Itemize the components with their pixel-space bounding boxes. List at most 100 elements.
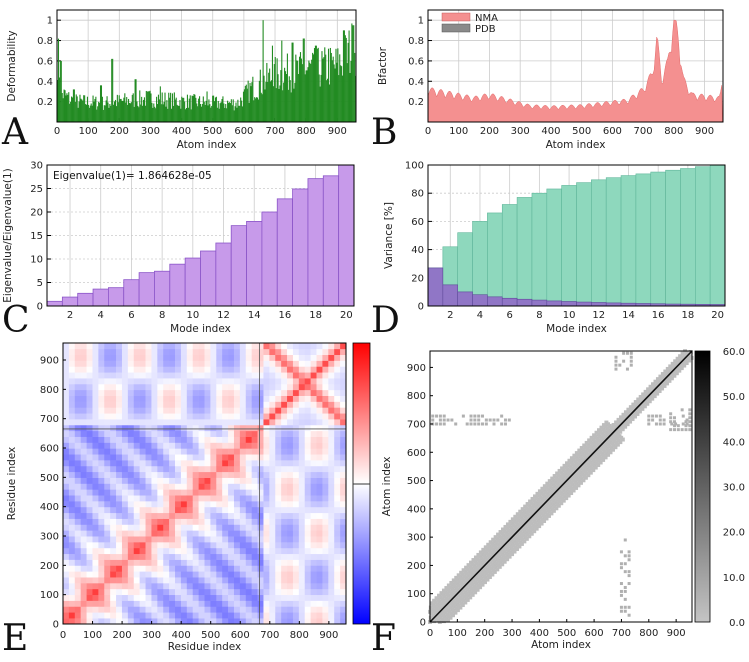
heatmap-cell xyxy=(263,430,270,437)
heatmap-cell xyxy=(133,436,140,443)
heatmap-cell xyxy=(210,506,217,514)
heatmap-cell xyxy=(216,477,223,484)
deformability-bar xyxy=(219,103,221,122)
heatmap-cell xyxy=(116,395,123,402)
deformability-bar xyxy=(111,58,113,122)
heatmap-cell xyxy=(233,577,241,584)
deformability-bar xyxy=(273,64,275,122)
heatmap-cell xyxy=(116,565,123,572)
heatmap-cell xyxy=(316,501,323,508)
heatmap-cell xyxy=(63,354,70,361)
heatmap-cell xyxy=(175,389,182,396)
heatmap-cell xyxy=(86,436,93,443)
heatmap-cell xyxy=(281,471,288,478)
heatmap-cell xyxy=(204,460,211,467)
heatmap-cell xyxy=(68,413,76,420)
contact-dot xyxy=(463,600,468,605)
heatmap-cell xyxy=(328,618,335,625)
heatmap-cell xyxy=(334,594,341,601)
heatmap-cell xyxy=(80,360,87,367)
heatmap-cell xyxy=(110,524,117,531)
heatmap-cell xyxy=(180,465,188,473)
heatmap-cell xyxy=(121,407,129,414)
heatmap-cell xyxy=(92,401,99,408)
heatmap-cell xyxy=(133,618,140,625)
heatmap-cell xyxy=(316,618,323,625)
heatmap-cell xyxy=(322,512,329,519)
contact-dot xyxy=(623,562,627,566)
heatmap-cell xyxy=(186,618,194,625)
heatmap-cell xyxy=(316,536,323,543)
heatmap-cell xyxy=(186,448,194,455)
heatmap-cell xyxy=(139,378,146,385)
heatmap-cell xyxy=(151,542,158,549)
heatmap-cell xyxy=(86,372,93,379)
heatmap-cell xyxy=(74,501,81,508)
deformability-bar xyxy=(158,99,160,122)
heatmap-cell xyxy=(269,483,276,490)
heatmap-cell xyxy=(151,588,158,596)
heatmap-cell xyxy=(322,378,329,385)
heatmap-cell xyxy=(292,571,300,578)
heatmap-cell xyxy=(257,588,264,596)
heatmap-cell xyxy=(275,378,282,385)
heatmap-cell xyxy=(139,477,146,484)
heatmap-cell xyxy=(92,495,99,502)
heatmap-cell xyxy=(192,454,199,461)
contact-dot xyxy=(503,418,507,422)
heatmap-cell xyxy=(216,413,223,420)
heatmap-cell xyxy=(145,600,152,607)
heatmap-cell xyxy=(192,442,199,449)
deformability-bar xyxy=(344,35,346,122)
deformability-bar xyxy=(175,97,177,122)
contact-dot xyxy=(469,414,473,418)
heatmap-cell xyxy=(139,436,146,443)
heatmap-cell xyxy=(169,547,176,555)
heatmap-cell xyxy=(263,419,270,426)
heatmap-cell xyxy=(104,448,111,455)
heatmap-cell xyxy=(322,524,329,531)
heatmap-cell xyxy=(104,454,111,461)
heatmap-cell xyxy=(110,606,117,613)
heatmap-cell xyxy=(192,618,199,625)
heatmap-cell xyxy=(287,430,294,437)
heatmap-cell xyxy=(204,542,211,549)
x-tick-label: 2 xyxy=(67,310,73,321)
heatmap-cell xyxy=(292,448,300,455)
heatmap-cell xyxy=(192,372,199,379)
contact-dot xyxy=(442,414,446,418)
heatmap-cell xyxy=(92,583,99,590)
heatmap-cell xyxy=(110,366,117,373)
x-tick-label: 18 xyxy=(682,310,695,321)
deformability-bar xyxy=(99,102,101,122)
deformability-bar xyxy=(107,102,109,122)
deformability-bar xyxy=(262,20,264,123)
heatmap-cell xyxy=(228,407,235,414)
heatmap-cell xyxy=(92,448,99,455)
x-tick-label: 0 xyxy=(425,126,431,137)
heatmap-cell xyxy=(74,448,81,455)
heatmap-cell xyxy=(92,594,99,601)
heatmap-cell xyxy=(175,471,182,478)
heatmap-cell xyxy=(192,389,199,396)
heatmap-cell xyxy=(192,343,199,350)
heatmap-cell xyxy=(198,559,205,566)
heatmap-cell xyxy=(251,489,258,496)
heatmap-cell xyxy=(116,530,123,537)
heatmap-cell xyxy=(86,483,93,490)
heatmap-cell xyxy=(222,424,229,432)
heatmap-cell xyxy=(245,372,252,379)
heatmap-cell xyxy=(275,542,282,549)
contact-dot xyxy=(681,422,685,426)
heatmap-cell xyxy=(269,600,276,607)
heatmap-cell xyxy=(180,559,188,566)
heatmap-cell xyxy=(175,424,182,432)
heatmap-cell xyxy=(287,612,294,619)
heatmap-cell xyxy=(133,395,140,402)
heatmap-cell xyxy=(298,413,306,420)
heatmap-cell xyxy=(233,536,241,543)
contact-dot xyxy=(684,420,688,424)
heatmap-cell xyxy=(110,378,117,385)
heatmap-cell xyxy=(157,524,164,531)
heatmap-cell xyxy=(180,553,188,560)
